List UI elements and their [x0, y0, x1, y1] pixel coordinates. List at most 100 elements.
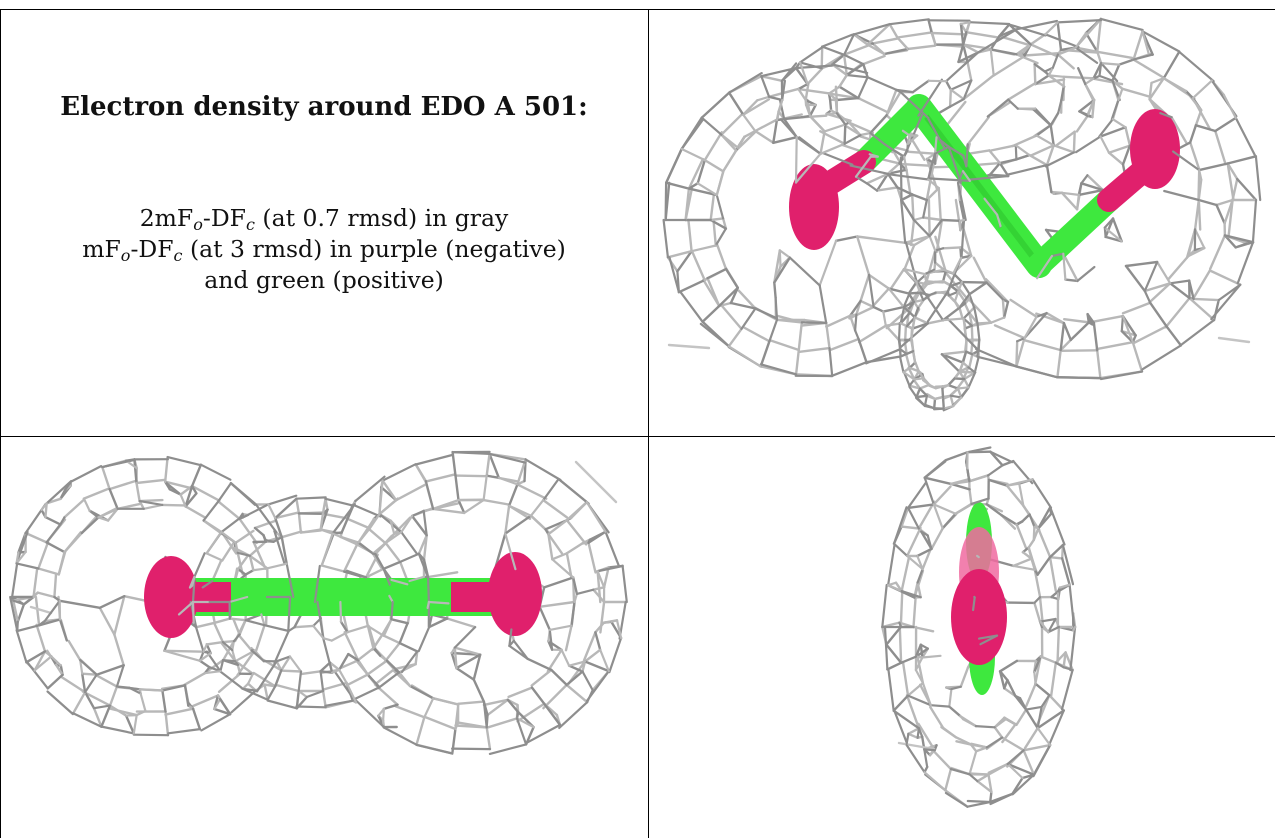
mesh-strand — [855, 235, 871, 276]
mesh-strand — [234, 529, 255, 545]
table-border-left — [0, 9, 1, 838]
mesh-strand — [914, 668, 924, 685]
mesh-strand — [666, 249, 693, 259]
mesh-strand — [857, 337, 868, 364]
mesh-strand — [703, 131, 724, 162]
mesh-strand — [1050, 590, 1060, 599]
mesh-strand — [966, 115, 990, 146]
mesh-strand — [232, 618, 241, 636]
mesh-strand — [390, 600, 394, 621]
mesh-strand — [1000, 513, 1018, 526]
mesh-strand — [927, 164, 933, 181]
mesh-strand — [232, 633, 241, 643]
mesh-strand — [1078, 98, 1096, 113]
mesh-strand — [700, 116, 723, 136]
mesh-strand — [453, 646, 482, 656]
mesh-strand — [934, 247, 945, 252]
mesh-strand — [904, 324, 908, 342]
mesh-strand — [98, 594, 126, 610]
mesh-strand — [676, 249, 693, 273]
mesh-strand — [508, 628, 513, 647]
mesh-strand — [1047, 617, 1057, 634]
mesh-strand — [213, 622, 225, 644]
mesh-strand — [275, 655, 291, 663]
mesh-strand — [54, 663, 64, 677]
mesh-strand — [963, 377, 970, 389]
mesh-strand — [184, 505, 207, 520]
mesh-strand — [772, 135, 798, 145]
mesh-strand — [1031, 478, 1053, 509]
mesh-strand — [742, 113, 757, 133]
mesh-strand — [411, 509, 425, 518]
mesh-strand — [952, 272, 964, 284]
mesh-strand — [912, 350, 917, 364]
mesh-strand — [408, 684, 435, 700]
mesh-strand — [900, 506, 910, 528]
mesh-strand — [427, 600, 450, 605]
mesh-strand — [888, 18, 930, 26]
mesh-strand — [903, 371, 911, 387]
mesh-strand — [179, 493, 187, 508]
mesh-strand — [1086, 98, 1096, 118]
mesh-strand — [1132, 30, 1144, 61]
mesh-strand — [508, 644, 529, 660]
mesh-strand — [99, 725, 135, 735]
mesh-strand — [108, 479, 138, 491]
mesh-strand — [1008, 23, 1032, 46]
mesh-strand — [135, 709, 147, 717]
mesh-strand — [917, 370, 925, 380]
mesh-strand — [482, 698, 509, 707]
mesh-strand — [905, 168, 912, 196]
mesh-strand — [202, 519, 223, 534]
mesh-strand — [274, 516, 283, 539]
mesh-strand — [1023, 339, 1062, 352]
mesh-strand — [58, 618, 69, 642]
mesh-strand — [921, 681, 932, 707]
mesh-strand — [977, 29, 1016, 54]
mesh-strand — [717, 286, 740, 308]
mesh-strand — [565, 518, 588, 546]
mesh-strand — [942, 317, 965, 322]
mesh-strand — [932, 503, 957, 515]
mesh-strand — [398, 622, 409, 645]
mesh-strand — [968, 474, 990, 483]
mesh-strand — [1014, 144, 1031, 157]
mesh-strand — [426, 600, 430, 610]
mesh-strand — [1197, 178, 1203, 202]
mesh-strand — [432, 697, 460, 706]
mesh-strand — [896, 31, 933, 39]
mesh-strand — [933, 268, 945, 273]
mesh-strand — [912, 216, 925, 222]
mesh-strand — [973, 356, 980, 374]
oxygen-atom-right — [488, 552, 542, 636]
mesh-strand — [1095, 341, 1134, 351]
mesh-strand — [940, 353, 965, 364]
mesh-strand — [190, 484, 221, 502]
mesh-strand — [352, 503, 382, 518]
mesh-strand — [821, 33, 854, 48]
mesh-strand — [285, 562, 295, 599]
mesh-strand — [989, 144, 1017, 152]
mesh-strand — [602, 566, 610, 589]
mesh-strand — [217, 482, 232, 503]
mesh-strand — [1214, 116, 1237, 133]
mesh-strand — [819, 142, 846, 155]
mesh-strand — [1062, 666, 1074, 672]
mesh-strand — [1045, 311, 1066, 325]
mesh-strand — [866, 43, 886, 56]
mesh-strand — [1054, 661, 1065, 669]
mesh-strand — [455, 653, 482, 670]
mesh-strand — [29, 605, 53, 615]
mesh-strand — [962, 317, 966, 330]
mesh-strand — [497, 476, 519, 486]
mesh-strand — [592, 588, 606, 604]
mesh-strand — [587, 541, 597, 574]
mesh-strand — [319, 670, 325, 693]
mesh-strand — [1044, 21, 1059, 36]
mesh-strand — [1217, 283, 1242, 302]
mesh-strand — [244, 619, 266, 627]
mesh-strand — [524, 458, 562, 482]
mesh-strand — [274, 683, 300, 693]
mesh-strand — [1096, 50, 1103, 65]
mesh-strand — [949, 280, 964, 288]
